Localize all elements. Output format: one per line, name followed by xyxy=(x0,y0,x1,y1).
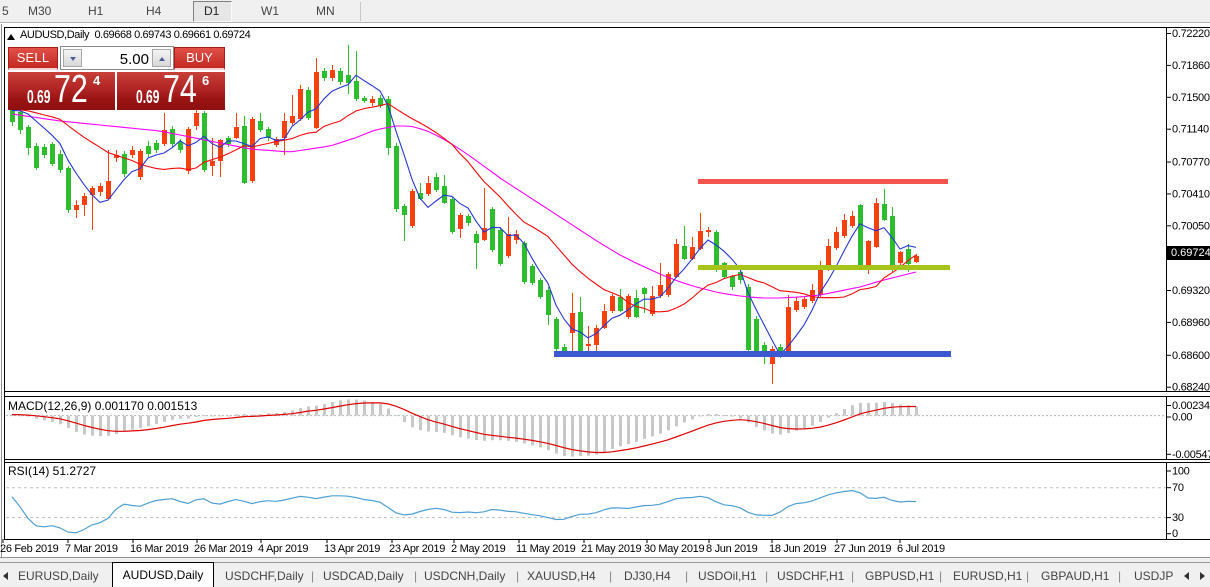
svg-text:7 Mar 2019: 7 Mar 2019 xyxy=(65,543,118,555)
svg-text:0.70050: 0.70050 xyxy=(1172,220,1210,232)
svg-text:0.68240: 0.68240 xyxy=(1172,382,1210,394)
svg-text:27 Jun 2019: 27 Jun 2019 xyxy=(834,543,891,555)
svg-text:4 Apr 2019: 4 Apr 2019 xyxy=(258,543,308,555)
svg-text:21 May 2019: 21 May 2019 xyxy=(581,543,641,555)
svg-text:0.69320: 0.69320 xyxy=(1172,285,1210,297)
svg-text:0.70410: 0.70410 xyxy=(1172,188,1210,200)
svg-text:6 Jul 2019: 6 Jul 2019 xyxy=(897,543,945,555)
svg-text:11 May 2019: 11 May 2019 xyxy=(516,543,576,555)
svg-text:100: 100 xyxy=(1172,466,1190,478)
svg-text:0.71860: 0.71860 xyxy=(1172,60,1210,72)
svg-text:0.71500: 0.71500 xyxy=(1172,92,1210,104)
svg-text:0.68960: 0.68960 xyxy=(1172,317,1210,329)
svg-text:-0.005473: -0.005473 xyxy=(1172,449,1210,461)
svg-text:0.71140: 0.71140 xyxy=(1172,124,1209,136)
svg-text:18 Jun 2019: 18 Jun 2019 xyxy=(769,543,826,555)
svg-text:0.68600: 0.68600 xyxy=(1172,350,1210,362)
svg-text:30 May 2019: 30 May 2019 xyxy=(644,543,704,555)
svg-text:0.00: 0.00 xyxy=(1172,412,1192,424)
svg-text:26 Feb 2019: 26 Feb 2019 xyxy=(0,543,59,555)
svg-text:0.002343: 0.002343 xyxy=(1172,400,1210,412)
svg-text:2 May 2019: 2 May 2019 xyxy=(451,543,506,555)
svg-text:0.72220: 0.72220 xyxy=(1172,28,1210,40)
svg-text:23 Apr 2019: 23 Apr 2019 xyxy=(389,543,445,555)
svg-text:13 Apr 2019: 13 Apr 2019 xyxy=(324,543,380,555)
svg-text:16 Mar 2019: 16 Mar 2019 xyxy=(130,543,189,555)
svg-text:30: 30 xyxy=(1172,512,1184,524)
svg-text:0: 0 xyxy=(1172,528,1178,540)
svg-text:8 Jun 2019: 8 Jun 2019 xyxy=(706,543,758,555)
svg-text:0.70770: 0.70770 xyxy=(1172,157,1210,169)
svg-text:26 Mar 2019: 26 Mar 2019 xyxy=(194,543,253,555)
svg-text:70: 70 xyxy=(1172,482,1184,494)
